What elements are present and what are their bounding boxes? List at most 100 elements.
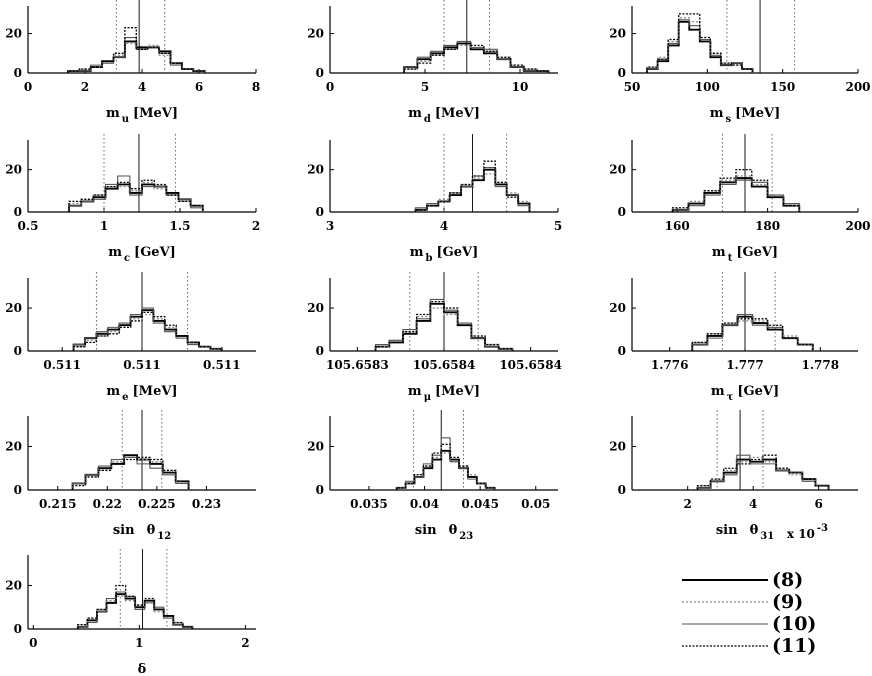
x-tick-label: 5 [554,219,562,233]
x-label-symbol: θ [750,523,759,538]
histogram-panel: 0 20 1.776 1.777 1.778 m τ [GeV] [609,272,858,403]
y-tick-label: 0 [618,205,626,219]
x-label-subscript: b [426,253,433,264]
histogram-series [67,27,206,73]
histogram-series [72,311,223,351]
x-tick-label: 2 [241,636,249,650]
x-axis-label: m u [MeV] [106,106,178,125]
x-label-unit: [MeV] [435,384,480,399]
x-tick-label: 160 [665,219,690,233]
x-tick-label: 0.04 [410,497,439,511]
x-tick-label: 105.6584 [413,358,476,372]
x-label-unit: [MeV] [435,106,480,121]
x-tick-label: 0 [326,80,334,94]
y-tick-label: 20 [609,301,626,315]
x-label-main: δ [138,662,147,676]
x-label-main: m [712,245,726,260]
histogram-series [414,160,531,212]
x-tick-label: 0.22 [93,497,122,511]
x-tick-label: 4 [138,80,146,94]
y-tick-label: 20 [5,439,22,453]
y-tick-label: 0 [316,66,324,80]
x-axis-label: m s [MeV] [710,106,780,125]
x-axis-label: δ [138,662,147,676]
x-label-main: m [410,245,424,260]
multiplier-base: x 10 [787,527,815,541]
x-label-subscript: u [122,114,129,125]
x-tick-label: 0 [24,80,32,94]
x-tick-label: 105.6584 [499,358,562,372]
histogram-series [71,456,190,490]
x-label-unit: [MeV] [735,106,780,121]
y-tick-label: 0 [618,344,626,358]
x-tick-label: 2 [252,219,260,233]
y-tick-label: 0 [14,344,22,358]
x-tick-label: 1.777 [726,358,764,372]
histogram-series [672,175,800,212]
legend-label: (9) [772,591,803,613]
histogram-series [672,168,800,212]
y-tick-label: 0 [316,483,324,497]
y-tick-label: 20 [307,439,324,453]
x-tick-label: 4 [440,219,448,233]
x-label-subscript: d [424,114,431,125]
x-label-symbol: θ [449,523,458,538]
x-label-unit: [GeV] [134,245,176,260]
x-axis-label: sin θ 12 [113,523,171,542]
histogram-series [396,443,496,490]
x-tick-label: 10 [512,80,529,94]
histogram-series [71,454,190,490]
x-tick-label: 1.778 [802,358,840,372]
histogram-panel: 0 20 0.5 1 1.5 2 m c [GeV] [5,134,260,264]
x-axis-label: m t [GeV] [712,245,778,264]
histogram-panel: 0 20 0 5 10 m d [MeV] [307,0,558,125]
x-tick-label: 0.05 [521,497,550,511]
histogram-series [375,298,513,351]
histogram-series [696,454,830,490]
histogram-panel: 0 20 50 100 150 200 m s [MeV] [609,0,871,125]
histogram-series [691,318,814,351]
y-tick-label: 20 [307,301,324,315]
x-tick-label: 0 [29,636,37,650]
y-tick-label: 20 [5,163,22,177]
x-tick-label: 0.511 [123,358,161,372]
x-label-main: m [106,384,120,399]
x-tick-label: 200 [845,219,870,233]
y-tick-label: 0 [14,622,22,636]
x-label-main: m [710,106,724,121]
histogram-panel: 0 20 0.215 0.22 0.225 0.23 sin θ 12 [5,410,256,542]
legend-entry: (9) [682,591,803,613]
x-label-main: sin [415,523,437,538]
x-tick-label: 0.225 [138,497,176,511]
x-label-subscript: 31 [760,531,774,542]
x-tick-label: 1 [100,219,108,233]
histogram-panel: 0 20 0 2 4 6 8 m u [MeV] [5,0,260,125]
x-tick-label: 2 [684,497,692,511]
legend-label: (10) [772,613,816,635]
x-tick-label: 105.6583 [326,358,389,372]
multiplier-exponent: -3 [817,523,828,534]
legend-label: (11) [772,635,816,657]
histogram-series [396,437,496,490]
histogram-series [77,591,193,629]
x-axis-label: m e [MeV] [106,384,177,403]
x-tick-label: 0.035 [350,497,388,511]
x-label-main: m [408,106,422,121]
x-label-unit: [GeV] [737,384,779,399]
x-tick-label: 100 [695,80,720,94]
histogram-series [395,449,496,490]
y-tick-label: 20 [5,578,22,592]
x-label-main: sin [716,523,738,538]
x-label-subscript: c [124,253,130,264]
x-label-main: m [108,245,122,260]
x-label-subscript: s [726,114,732,125]
x-label-main: m [106,106,120,121]
x-label-subscript: τ [727,392,734,403]
x-axis-label: sin θ 23 [415,523,473,542]
y-tick-label: 0 [14,205,22,219]
y-tick-label: 0 [316,205,324,219]
x-tick-label: 1.776 [651,358,689,372]
y-tick-label: 20 [609,27,626,41]
histogram-series [403,40,550,73]
